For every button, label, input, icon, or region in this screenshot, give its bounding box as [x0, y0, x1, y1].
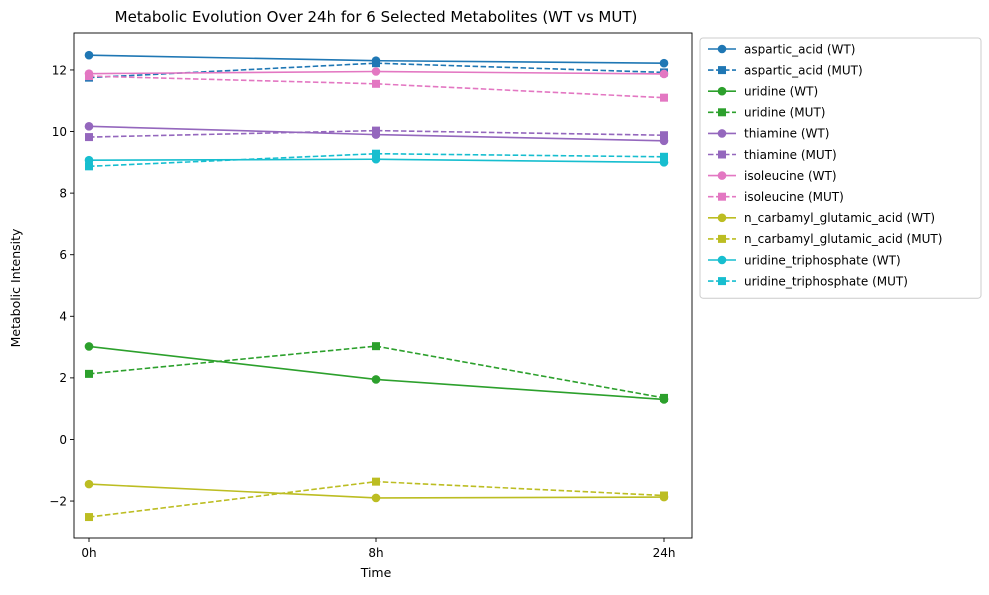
legend-marker	[718, 108, 726, 117]
series-3	[85, 342, 668, 402]
y-tick-label: 2	[59, 371, 67, 385]
data-point	[85, 133, 93, 142]
series-7	[85, 72, 668, 102]
data-point	[84, 50, 94, 60]
data-point	[85, 513, 93, 522]
data-point	[372, 126, 380, 135]
data-point	[372, 149, 380, 158]
data-point	[84, 122, 94, 131]
legend-entry: isoleucine (WT)	[708, 169, 837, 183]
data-point	[372, 342, 380, 351]
data-point	[85, 72, 93, 81]
legend-entry: uridine_triphosphate (WT)	[708, 253, 901, 267]
legend-label: aspartic_acid (MUT)	[744, 63, 863, 77]
legend-marker	[718, 192, 726, 201]
legend-marker	[717, 86, 727, 96]
y-tick-label: −2	[49, 494, 67, 508]
data-point	[84, 479, 94, 489]
legend-entry: thiamine (MUT)	[708, 148, 837, 162]
legend-label: n_carbamyl_glutamic_acid (WT)	[744, 211, 935, 225]
y-tick-label: 0	[59, 433, 67, 447]
legend-entry: aspartic_acid (WT)	[708, 42, 855, 56]
legend-label: uridine (WT)	[744, 85, 818, 99]
legend-marker	[718, 66, 726, 75]
data-point	[372, 59, 380, 68]
legend-label: uridine_triphosphate (WT)	[744, 253, 901, 267]
legend-entry: uridine_triphosphate (MUT)	[708, 274, 908, 288]
x-tick-label: 8h	[368, 546, 383, 560]
legend-entry: isoleucine (MUT)	[708, 190, 844, 204]
data-point	[372, 79, 380, 88]
legend-entry: uridine (WT)	[708, 85, 818, 99]
legend-entry: uridine (MUT)	[708, 106, 825, 120]
legend-label: isoleucine (MUT)	[744, 190, 844, 204]
data-point	[371, 493, 381, 503]
legend-marker	[718, 277, 726, 286]
legend-marker	[717, 44, 727, 54]
y-tick-label: 4	[59, 310, 67, 324]
legend-label: uridine_triphosphate (MUT)	[744, 274, 908, 288]
legend-label: thiamine (MUT)	[744, 148, 837, 162]
series-11	[85, 149, 668, 171]
series-2	[84, 342, 669, 404]
legend-entry: thiamine (WT)	[708, 127, 829, 141]
data-point	[371, 375, 381, 384]
series-9	[85, 477, 668, 522]
legend: aspartic_acid (WT) aspartic_acid (MUT) uri…	[699, 37, 982, 299]
legend-entry: n_carbamyl_glutamic_acid (WT)	[708, 211, 935, 225]
series-line	[88, 345, 665, 399]
legend-label: isoleucine (WT)	[744, 169, 837, 183]
legend-marker	[718, 150, 726, 159]
axes-frame	[73, 32, 693, 539]
legend-label: n_carbamyl_glutamic_acid (MUT)	[744, 232, 942, 246]
legend-entry: n_carbamyl_glutamic_acid (MUT)	[708, 232, 942, 246]
data-point	[660, 131, 668, 140]
data-point	[84, 155, 94, 165]
series-5	[85, 126, 668, 142]
data-point	[660, 491, 668, 500]
legend-marker	[717, 129, 727, 138]
data-point	[85, 369, 93, 378]
legend-entry: aspartic_acid (MUT)	[708, 63, 863, 77]
legend-marker	[717, 213, 727, 223]
plot-area	[84, 50, 669, 522]
legend-box	[699, 37, 982, 299]
legend-label: aspartic_acid (WT)	[744, 42, 855, 56]
data-point	[659, 58, 669, 68]
series-line	[88, 345, 665, 401]
y-tick-label: 6	[59, 248, 67, 262]
data-point	[85, 162, 93, 171]
chart-title: Metabolic Evolution Over 24h for 6 Selec…	[115, 8, 638, 26]
data-point	[84, 342, 94, 351]
legend-marker	[717, 255, 727, 265]
y-tick-label: 8	[59, 186, 67, 200]
data-point	[371, 67, 381, 76]
x-axis-label: Time	[360, 565, 392, 580]
data-point	[660, 93, 668, 102]
legend-label: thiamine (WT)	[744, 127, 829, 141]
axes: −2 0 2 4 6 8 10 12 0h 8h 24h	[49, 32, 693, 560]
series-6	[84, 67, 669, 79]
data-point	[660, 393, 668, 402]
data-point	[372, 477, 380, 486]
y-tick-label: 10	[52, 125, 67, 139]
data-point	[659, 69, 669, 79]
x-tick-label: 0h	[81, 546, 96, 560]
legend-label: uridine (MUT)	[744, 106, 825, 120]
y-tick-label: 12	[52, 63, 67, 77]
y-axis-label: Metabolic Intensity	[8, 228, 23, 347]
x-tick-label: 24h	[653, 546, 676, 560]
legend-marker	[717, 171, 727, 180]
data-point	[660, 152, 668, 161]
legend-marker	[718, 234, 726, 243]
